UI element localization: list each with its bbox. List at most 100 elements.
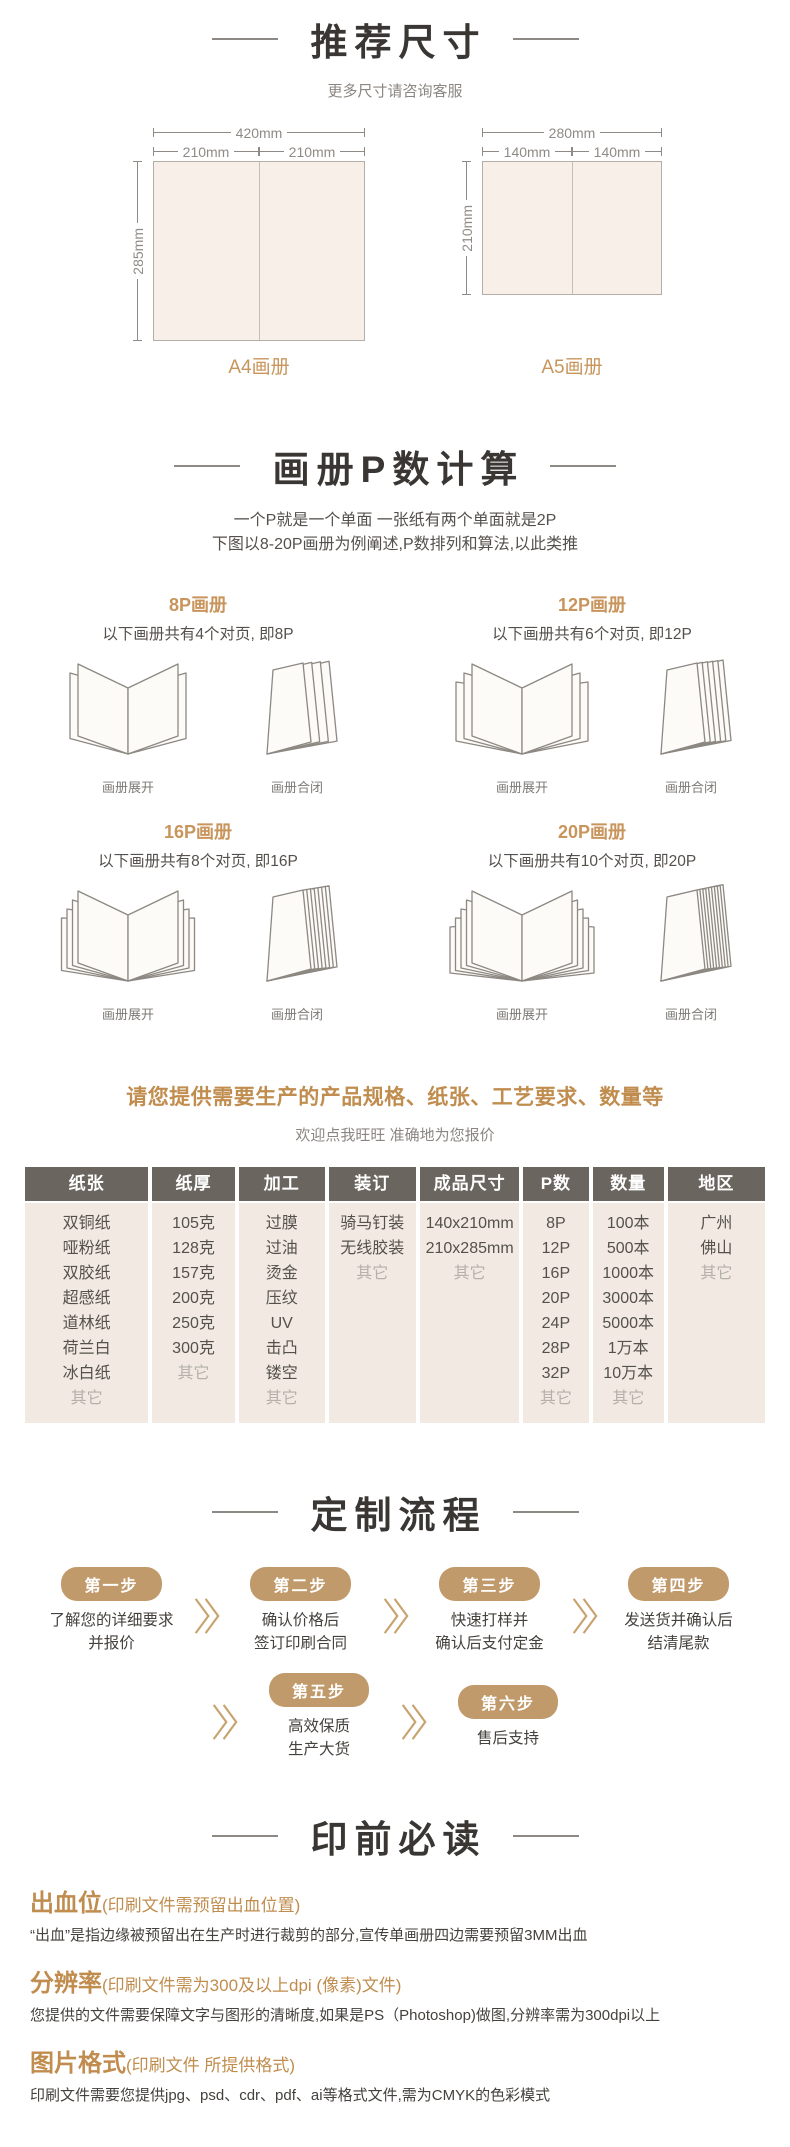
- closed-book-icon: [266, 885, 338, 982]
- a5-sheet-row: 210mm: [457, 161, 662, 295]
- dimension-line: [466, 256, 467, 294]
- table-header-cell: 纸厚: [152, 1167, 235, 1201]
- a4-sheet-row: 285mm: [128, 161, 365, 341]
- next-step-chevron-icon: [572, 1598, 598, 1634]
- prepress-item: 出血位 (印刷文件需预留出血位置) “出血”是指边缘被预留出在生产时进行裁剪的部分,…: [30, 1883, 760, 1947]
- open-book-figure: 画册展开: [53, 654, 203, 796]
- table-cell-value: 24P: [541, 1315, 571, 1332]
- table-cell-value: 冰白纸: [62, 1365, 111, 1382]
- title-line-left: [173, 465, 240, 467]
- dimension-line: [154, 132, 231, 133]
- dimension-tick: [153, 128, 154, 137]
- dimension-line: [137, 279, 138, 340]
- book-group-desc: 以下画册共有6个对页, 即12P: [492, 626, 692, 643]
- prepress-item-heading: 分辨率 (印刷文件需为300及以上dpi (像素)文件): [30, 1963, 760, 1998]
- table-cell-value: 佛山: [700, 1240, 733, 1257]
- next-step-chevron-icon: [194, 1598, 220, 1634]
- closed-book-icon: [660, 659, 732, 755]
- table-column-values: 100本 500本 1000本 3000本 5000本 1万本 10万本 其它: [592, 1203, 664, 1423]
- step-badge: 第二步: [250, 1567, 351, 1601]
- step-badge: 第六步: [457, 1684, 558, 1719]
- title-line-left: [211, 1511, 278, 1513]
- table-column-values: 105克 128克 157克 200克 250克 300克 其它: [152, 1203, 235, 1423]
- a4-half-width-lines: 210mm 210mm: [153, 142, 365, 161]
- table-cell-value: 击凸: [265, 1340, 298, 1357]
- dimension-tick: [364, 128, 365, 137]
- table-cell-value: 28P: [541, 1340, 571, 1357]
- dimension-tick: [133, 161, 142, 162]
- a5-left-half-label: 140mm: [503, 143, 551, 160]
- table-column-values: 骑马钉装 无线胶装 其它: [328, 1203, 417, 1423]
- table-header-cell: P数: [523, 1167, 589, 1201]
- dimension-line: [483, 132, 544, 133]
- book-group-figures: 画册展开 画册合闭: [414, 881, 770, 1023]
- closed-book-figure: 画册合闭: [251, 881, 343, 1023]
- table-cell-value: 12P: [541, 1240, 571, 1257]
- book-group-label: 16P画册: [163, 822, 233, 842]
- prepress-item-body: 印刷文件需要您提供jpg、psd、cdr、pdf、ai等格式文件,需为CMYK的…: [30, 2087, 551, 2104]
- table-cell-value: 210x285mm: [425, 1240, 514, 1257]
- open-book-icon: [455, 663, 589, 755]
- a4-sheet: [153, 161, 365, 341]
- table-cell-value: 1000本: [602, 1265, 655, 1282]
- prepress-term-note: (印刷文件 所提供格式): [126, 2056, 296, 2075]
- page-count-intro-line1: 一个P就是一个单面 一张纸有两个单面就是2P: [233, 512, 557, 529]
- book-group: 12P画册 以下画册共有6个对页, 即12P 画册展开 画册合闭: [414, 591, 770, 796]
- a4-size-diagram: 420mm 210mm 210mm: [128, 123, 365, 379]
- table-cell-value: 128克: [172, 1240, 215, 1257]
- process-step: 第六步 售后支持: [432, 1684, 584, 1750]
- a5-label: A5画册: [541, 357, 603, 378]
- prepress-term-note: (印刷文件需为300及以上dpi (像素)文件): [102, 1976, 402, 1995]
- table-column-values: 140x210mm 210x285mm 其它: [420, 1203, 520, 1423]
- book-group-desc: 以下画册共有8个对页, 即16P: [98, 853, 298, 870]
- dimension-tick: [661, 128, 662, 137]
- open-book-figure: 画册展开: [447, 654, 597, 796]
- process-title: 定制流程: [310, 1495, 487, 1536]
- dimension-tick: [462, 294, 471, 295]
- book-group: 8P画册 以下画册共有4个对页, 即8P 画册展开 画册合闭: [20, 591, 376, 796]
- closed-book-figure: 画册合闭: [251, 654, 343, 796]
- process-step: 第四步 发送货并确认后 结清尾款: [603, 1567, 755, 1655]
- a5-total-width-line: 280mm: [482, 123, 662, 142]
- title-line-right: [512, 38, 579, 40]
- book-group-label: 20P画册: [557, 822, 627, 842]
- open-book-icon: [60, 890, 196, 982]
- section-process: 定制流程 第一步 了解您的详细要求 并报价 第二步 确认价格后 签订印刷合同 第三步 快速打样…: [0, 1485, 790, 1761]
- table-column: 纸厚 105克 128克 157克 200克 250克 300克 其它: [152, 1167, 235, 1423]
- table-cell-value: 广州: [700, 1215, 733, 1232]
- closed-book-icon: [660, 883, 732, 982]
- table-header-cell: 装订: [328, 1167, 417, 1201]
- step-description: 售后支持: [476, 1729, 539, 1747]
- table-cell-value: 超感纸: [62, 1290, 111, 1307]
- book-group-desc: 以下画册共有4个对页, 即8P: [102, 626, 294, 643]
- process-step-row: 第一步 了解您的详细要求 并报价 第二步 确认价格后 签订印刷合同 第三步 快速打样并 确认后支…: [0, 1567, 790, 1655]
- a5-half-width-lines: 140mm 140mm: [482, 142, 662, 161]
- process-step: 第三步 快速打样并 确认后支付定金: [414, 1567, 566, 1655]
- dimension-tick: [462, 161, 471, 162]
- dimension-tick: [572, 147, 573, 156]
- dimension-tick: [482, 147, 483, 156]
- spec-options-table: 纸张 双铜纸 哑粉纸 双胶纸 超感纸 道林纸 荷兰白 冰白纸 其它 纸厚 105克 128克 157克 2…: [25, 1167, 765, 1423]
- table-column: P数 8P 12P 16P 20P 24P 28P 32P 其它: [523, 1167, 589, 1423]
- title-line-right: [550, 465, 617, 467]
- a5-right-half-label: 140mm: [593, 143, 641, 160]
- prepress-item: 分辨率 (印刷文件需为300及以上dpi (像素)文件) 您提供的文件需要保障文字与…: [30, 1963, 760, 2027]
- closed-book-caption: 画册合闭: [270, 780, 323, 795]
- dimension-tick: [364, 147, 365, 156]
- table-header-cell: 成品尺寸: [420, 1167, 520, 1201]
- process-step: 第二步 确认价格后 签订印刷合同: [225, 1567, 377, 1655]
- dimension-line: [234, 151, 258, 152]
- dimension-line: [483, 151, 499, 152]
- closed-book-caption: 画册合闭: [270, 1007, 323, 1022]
- table-cell-other: 其它: [265, 1390, 298, 1407]
- page-count-title: 画册P数计算: [272, 449, 525, 490]
- process-step-row: 第五步 高效保质 生产大货 第六步 售后支持: [0, 1673, 790, 1761]
- table-header-cell: 纸张: [25, 1167, 149, 1201]
- step-badge: 第三步: [439, 1567, 540, 1601]
- table-cell-value: 过油: [265, 1240, 298, 1257]
- table-cell-other: 其它: [612, 1390, 645, 1407]
- a4-label: A4画册: [228, 357, 290, 378]
- a5-size-diagram: 280mm 140mm 140mm: [457, 123, 662, 379]
- open-book-caption: 画册展开: [495, 1007, 548, 1022]
- table-cell-other: 其它: [356, 1265, 389, 1282]
